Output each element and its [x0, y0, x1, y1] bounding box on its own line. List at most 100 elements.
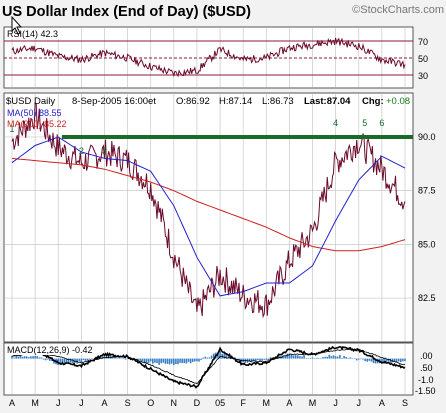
macd-histogram-bar	[198, 358, 200, 362]
macd-histogram-bar	[332, 355, 335, 359]
macd-histogram-bar	[49, 358, 51, 361]
x-axis-label: 05	[215, 398, 225, 408]
macd-histogram-bar	[187, 358, 190, 362]
macd-histogram-bar	[164, 358, 167, 364]
macd-histogram-bar	[126, 358, 129, 359]
macd-histogram-bar	[393, 358, 396, 362]
price-tick-label: 87.5	[418, 186, 436, 196]
macd-label: MACD(12,26,9) -0.42	[7, 345, 93, 355]
macd-histogram-bar	[210, 355, 213, 359]
macd-histogram-bar	[349, 357, 352, 359]
macd-histogram-bar	[44, 358, 47, 361]
macd-histogram-bar	[168, 358, 171, 365]
macd-histogram-bar	[30, 356, 32, 359]
macd-histogram-bar	[326, 356, 328, 359]
macd-histogram-bar	[339, 354, 341, 359]
macd-histogram-bar	[324, 356, 326, 359]
macd-histogram-bar	[353, 358, 356, 359]
macd-histogram-bar	[166, 358, 169, 364]
macd-histogram-bar	[175, 358, 177, 365]
price-tick-label: 85.0	[418, 239, 436, 249]
x-axis-label: M	[263, 398, 271, 408]
rsi-tick-30: 30	[418, 71, 428, 81]
rsi-tick-70: 70	[418, 37, 428, 47]
symbol-label: $USD Daily	[6, 96, 55, 107]
macd-histogram-bar	[276, 358, 278, 359]
macd-histogram-bar	[177, 358, 179, 365]
macd-histogram-bar	[17, 356, 20, 359]
macd-histogram-bar	[397, 358, 400, 362]
macd-histogram-bar	[297, 355, 299, 359]
macd-histogram-bar	[101, 355, 104, 359]
macd-histogram-bar	[156, 358, 158, 363]
macd-histogram-bar	[46, 358, 49, 360]
macd-histogram-bar	[89, 358, 91, 360]
macd-histogram-bar	[65, 358, 68, 363]
high-label: H:87.14	[219, 96, 252, 107]
change-value: +0.08	[386, 96, 410, 107]
macd-histogram-bar	[364, 358, 366, 362]
ma50-line	[11, 136, 406, 297]
macd-histogram-bar	[322, 357, 324, 359]
macd-histogram-bar	[288, 353, 291, 359]
macd-histogram-bar	[267, 358, 270, 360]
price-tick-label: 90.0	[418, 132, 436, 142]
macd-histogram-bar	[263, 358, 265, 360]
macd-histogram-bar	[404, 358, 406, 362]
macd-histogram-bar	[374, 358, 377, 364]
macd-histogram-bar	[284, 355, 286, 359]
macd-histogram-bar	[208, 357, 211, 359]
macd-histogram-bar	[385, 358, 387, 363]
x-axis-label: J	[79, 398, 84, 408]
macd-histogram-bar	[120, 358, 123, 360]
x-axis-label: A	[286, 398, 292, 408]
mouse-cursor-icon	[11, 15, 23, 35]
macd-histogram-bar	[143, 358, 146, 364]
macd-histogram-bar	[179, 358, 181, 363]
macd-histogram-bar	[389, 358, 392, 363]
macd-histogram-bar	[122, 357, 125, 359]
date-label: 8-Sep-2005 16:00et	[72, 96, 156, 107]
macd-histogram-bar	[299, 356, 301, 359]
ma200-line	[11, 157, 406, 252]
macd-histogram-bar	[15, 355, 17, 359]
macd-histogram-bar	[309, 358, 312, 359]
macd-histogram-bar	[118, 358, 120, 360]
macd-histogram-bar	[221, 353, 223, 359]
macd-histogram-bar	[257, 358, 259, 360]
x-axis-label: A	[101, 398, 107, 408]
macd-histogram-bar	[252, 358, 255, 361]
open-label: O:86.92	[176, 96, 210, 107]
macd-histogram-bar	[200, 358, 202, 360]
macd-histogram-bar	[202, 357, 204, 359]
watermark: ©StockCharts.com	[352, 4, 444, 16]
macd-histogram-bar	[173, 358, 175, 365]
macd-histogram-bar	[402, 358, 404, 362]
macd-histogram-bar	[343, 356, 345, 359]
macd-histogram-bar	[219, 350, 221, 359]
macd-histogram-bar	[59, 358, 62, 366]
x-axis-label: S	[402, 398, 408, 408]
macd-histogram-bar	[84, 358, 87, 361]
x-axis-label: A	[9, 398, 15, 408]
macd-histogram-bar	[315, 357, 318, 359]
macd-histogram-bar	[366, 358, 368, 362]
macd-histogram-bar	[82, 358, 85, 360]
macd-histogram-bar	[63, 358, 66, 365]
annotation-label: 5	[362, 118, 367, 128]
low-label: L:86.73	[262, 96, 294, 107]
macd-histogram-bar	[217, 352, 219, 359]
macd-histogram-bar	[191, 358, 194, 362]
macd-histogram-bar	[261, 358, 263, 361]
macd-histogram-bar	[124, 358, 127, 360]
macd-histogram-bar	[355, 358, 358, 361]
macd-histogram-bar	[78, 358, 81, 362]
annotations: 1 2 3 4 5 6	[9, 118, 384, 156]
x-axis-label: J	[357, 398, 362, 408]
macd-histogram-bar	[139, 358, 141, 361]
chart-title: US Dollar Index (End of Day) ($USD)	[2, 4, 251, 20]
macd-label-bg	[6, 344, 90, 355]
support-line	[62, 135, 413, 139]
macd-histogram-bar	[334, 356, 337, 359]
